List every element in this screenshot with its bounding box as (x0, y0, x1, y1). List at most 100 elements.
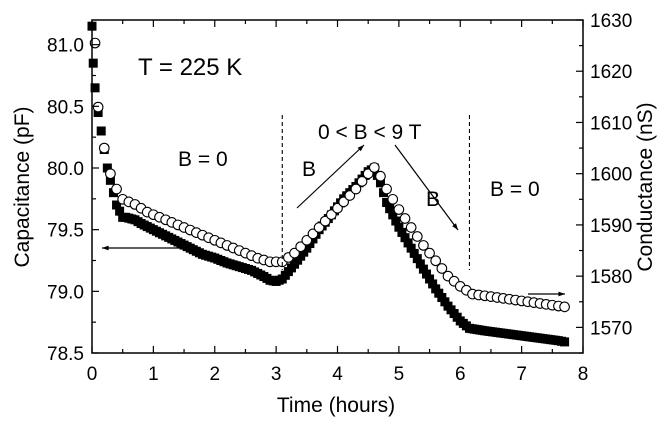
y-right-tick-label: 1570 (590, 318, 632, 339)
conductance-point (307, 228, 319, 240)
capacitance-point (397, 227, 407, 237)
y-axis-right-label: Conductance (nS) (634, 102, 657, 271)
capacitance-point (102, 163, 112, 173)
conductance-point (430, 255, 442, 267)
capacitance-point (115, 206, 125, 216)
capacitance-point (388, 210, 398, 220)
y-right-tick-label: 1590 (590, 216, 632, 237)
conductance-point (375, 170, 386, 182)
x-tick-label: 3 (271, 364, 282, 385)
capacitance-point (418, 264, 428, 274)
conductance-series (89, 37, 570, 313)
capacitance-point (428, 279, 438, 289)
capacitance-point (90, 83, 100, 93)
temperature-label: T = 225 K (138, 54, 242, 81)
conductance-point (313, 222, 325, 233)
conductance-point (356, 176, 368, 187)
conductance-point (350, 183, 362, 195)
conductance-point (381, 183, 392, 195)
x-tick-label: 4 (332, 364, 343, 385)
annotation-arrow (394, 144, 459, 231)
conductance-point (436, 263, 448, 274)
conductance-point (105, 168, 116, 180)
y-left-tick-label: 79.5 (47, 221, 84, 242)
field-boundary-lines (281, 115, 471, 270)
y-axis-left-label: Capacitance (pF) (11, 106, 34, 267)
y-right-tick-label: 1620 (590, 62, 632, 83)
capacitance-point (394, 222, 404, 232)
conductance-point (98, 142, 110, 154)
y-left-tick-labels: 78.5 79.0 79.5 80.0 80.5 81.0 (47, 36, 84, 365)
b-zero-left-label: B = 0 (178, 148, 228, 171)
capacitance-point (560, 337, 570, 347)
y-right-tick-label: 1580 (590, 267, 632, 288)
x-tick-label: 0 (87, 364, 98, 385)
conductance-point (326, 209, 337, 221)
capacitance-point (375, 178, 385, 188)
annotation-arrow (296, 144, 365, 209)
capacitance-point (415, 259, 425, 269)
capacitance-point (409, 248, 419, 258)
y-right-tick-label: 1610 (590, 113, 632, 134)
conductance-point (559, 301, 570, 313)
conductance-point (301, 234, 313, 246)
conductance-point (393, 204, 405, 215)
capacitance-point (88, 58, 98, 68)
y-left-tick-label: 80.0 (47, 159, 84, 180)
x-tick-label: 6 (455, 364, 466, 385)
conductance-point (399, 213, 411, 224)
y-right-tick-label: 1600 (590, 165, 632, 186)
conductance-point (319, 215, 331, 227)
capacitance-point (421, 269, 431, 279)
capacitance-point (93, 108, 103, 117)
conductance-point (295, 241, 307, 253)
y-right-tick-label: 1630 (590, 11, 632, 32)
conductance-point (368, 162, 380, 173)
conductance-point (289, 247, 300, 259)
capacitance-point (400, 233, 410, 243)
y-left-tick-label: 78.5 (47, 344, 84, 365)
capacitance-point (385, 204, 395, 214)
capacitance-point (406, 243, 416, 253)
conductance-point (418, 240, 429, 251)
capacitance-point (96, 126, 106, 136)
conductance-point (338, 196, 349, 208)
capacitance-point (403, 238, 413, 248)
conductance-point (92, 101, 104, 113)
annotation-arrow (102, 245, 190, 251)
x-tick-label: 8 (578, 364, 589, 385)
x-axis-label: Time (hours) (277, 394, 395, 417)
capacitance-point (425, 274, 435, 284)
conductance-point (387, 193, 399, 205)
b-down-label: B (426, 188, 440, 211)
x-tick-labels: 0 1 2 3 4 5 6 7 8 (87, 364, 589, 385)
conductance-point (332, 202, 343, 214)
x-tick-label: 2 (209, 364, 220, 385)
conductance-point (424, 247, 435, 259)
b-range-label: 0 < B < 9 T (318, 121, 422, 144)
x-tick-label: 5 (394, 364, 405, 385)
b-zero-right-label: B = 0 (490, 178, 540, 201)
x-tick-label: 1 (148, 364, 159, 385)
capacitance-point (382, 198, 392, 208)
capacitance-point (391, 216, 401, 226)
conductance-point (111, 183, 122, 195)
axis-ticks (91, 19, 584, 354)
x-tick-label: 7 (516, 364, 527, 385)
capacitance-point (412, 254, 422, 264)
capacitance-point (105, 175, 115, 185)
b-up-label: B (302, 158, 316, 181)
conductance-point (344, 190, 356, 201)
conductance-point (411, 231, 423, 242)
annotation-arrows (102, 144, 565, 297)
y-left-tick-label: 81.0 (47, 36, 84, 57)
y-left-tick-label: 80.5 (47, 97, 84, 118)
y-right-tick-labels: 1570 1580 1590 1600 1610 1620 1630 (590, 11, 632, 339)
annotation-arrow (528, 291, 565, 297)
capacitance-point (302, 243, 312, 253)
y-left-tick-label: 79.0 (47, 282, 84, 303)
capacitance-point (112, 200, 122, 210)
conductance-point (405, 222, 417, 233)
